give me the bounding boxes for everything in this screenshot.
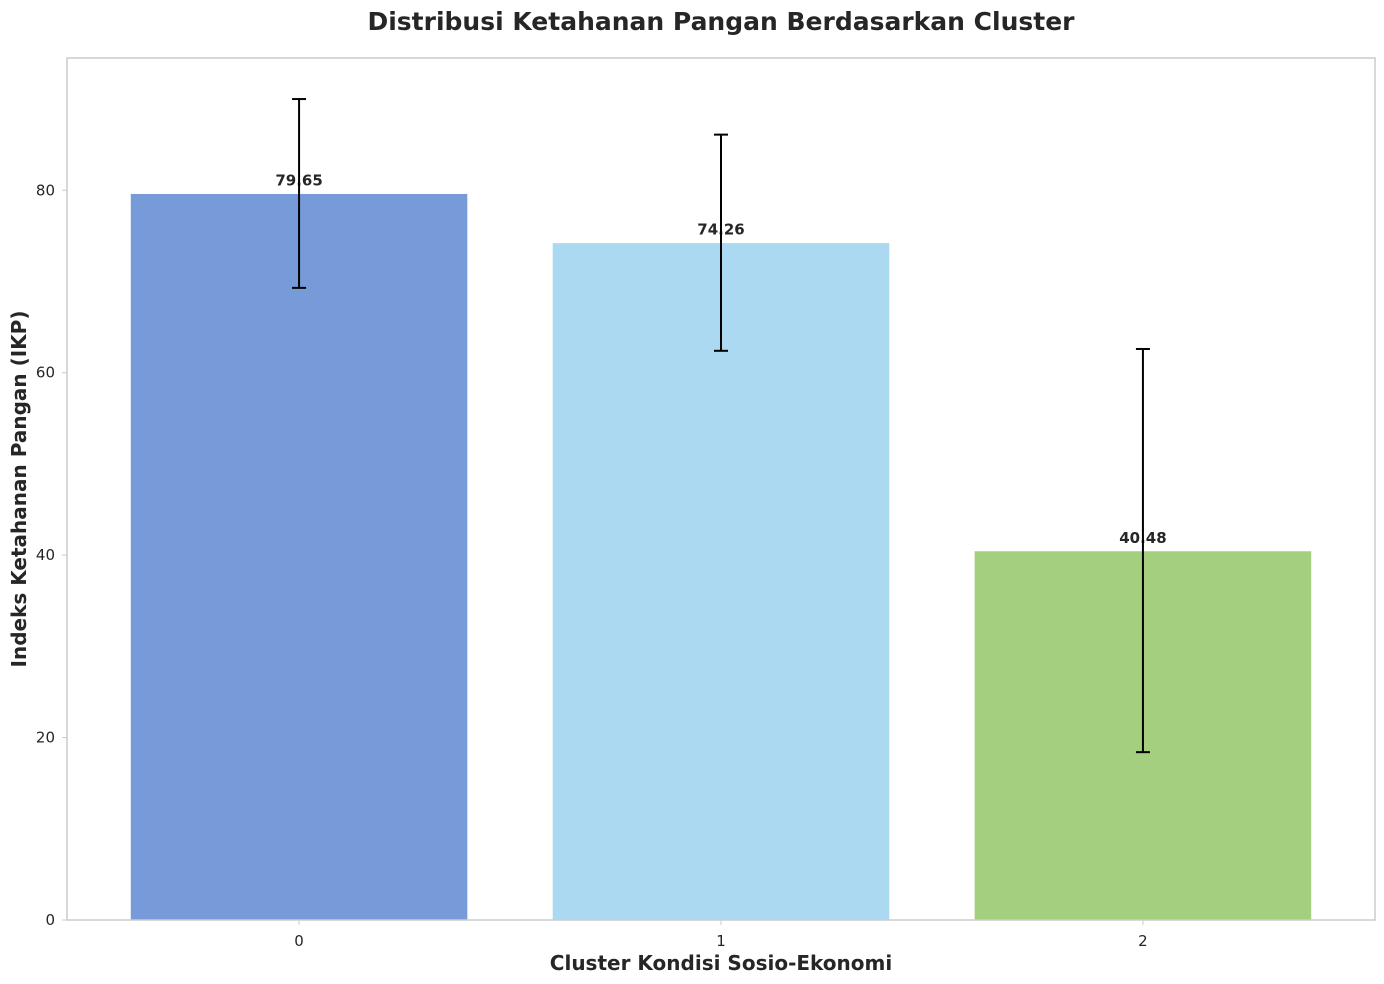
x-tick-label: 2 — [1138, 932, 1148, 950]
y-tick-label: 20 — [36, 729, 55, 747]
y-tick-label: 60 — [36, 364, 55, 382]
y-tick-label: 40 — [36, 546, 55, 564]
x-tick-label: 0 — [294, 932, 304, 950]
x-tick-label: 1 — [716, 932, 726, 950]
plot-frame — [66, 57, 1376, 921]
x-axis-label: Cluster Kondisi Sosio-Ekonomi — [550, 951, 892, 975]
bar-cluster-1 — [551, 242, 891, 921]
chart-title: Distribusi Ketahanan Pangan Berdasarkan … — [367, 7, 1075, 36]
y-axis-label: Indeks Ketahanan Pangan (IKP) — [7, 311, 31, 668]
y-tick-label: 80 — [36, 181, 55, 199]
bar-cluster-0 — [129, 192, 469, 921]
y-tick-label: 0 — [45, 911, 55, 929]
